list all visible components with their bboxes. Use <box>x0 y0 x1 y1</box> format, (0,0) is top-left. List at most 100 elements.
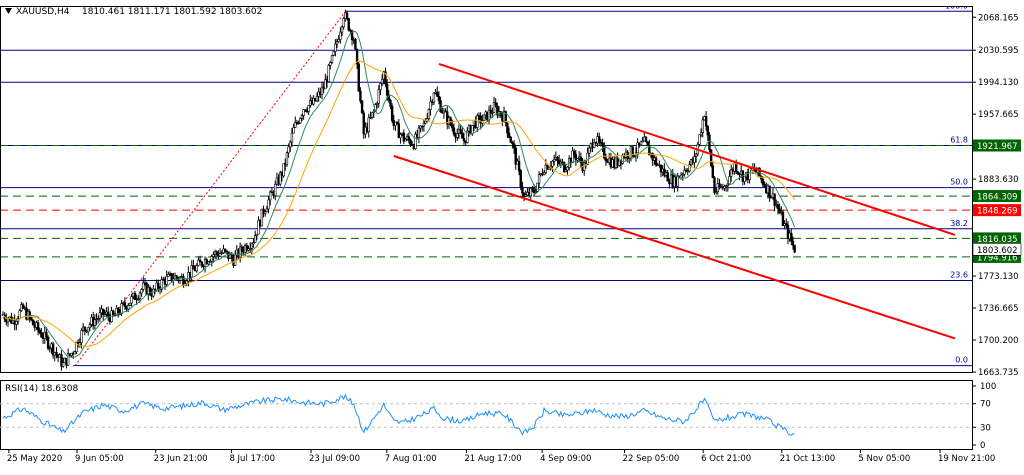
candle-body <box>684 169 688 172</box>
candle-body <box>471 125 474 135</box>
candle-body <box>571 150 574 164</box>
candle-body <box>633 155 636 158</box>
candle-body <box>340 26 344 33</box>
candle-body <box>536 182 539 192</box>
candle-body <box>355 48 359 65</box>
candle-body <box>48 347 51 350</box>
candle-body <box>439 100 442 113</box>
candle-body <box>429 101 432 110</box>
candle-body <box>699 132 703 136</box>
candle-body <box>504 111 507 124</box>
candle-body <box>694 153 698 157</box>
axes: 2068.165 2030.595 1994.130 1957.665 1921.967… <box>7 13 1022 464</box>
candle-body <box>603 145 606 159</box>
candle-body <box>427 109 431 119</box>
candle-body <box>380 78 384 84</box>
candle-body <box>436 91 439 97</box>
candle-body <box>102 308 105 315</box>
candle-body <box>93 319 97 326</box>
candle-body <box>389 99 392 107</box>
candle-body <box>198 259 202 263</box>
candle-body <box>790 232 793 242</box>
fib-level-label: 23.6 <box>950 271 968 280</box>
quote-values: 1810.461 1811.171 1801.592 1803.602 <box>82 7 262 17</box>
candle-body <box>264 211 267 215</box>
candle-body <box>576 158 579 161</box>
candle-body <box>562 161 566 173</box>
candle-body <box>170 273 173 282</box>
candle-body <box>324 79 327 90</box>
candle-body <box>107 311 110 317</box>
candle-body <box>437 96 441 101</box>
candle-body <box>240 246 244 252</box>
price-level-box[interactable] <box>973 204 1021 217</box>
price-tick-label: 1736.665 <box>978 304 1019 314</box>
candle-body <box>329 62 332 66</box>
candle-body <box>714 191 718 193</box>
channel-upper-line[interactable] <box>438 62 956 236</box>
candle-body <box>51 343 55 356</box>
candle-body <box>330 55 334 63</box>
candle-body <box>404 139 407 142</box>
rsi-panel <box>0 380 973 450</box>
candle-body <box>713 177 716 193</box>
candle-body <box>302 109 305 116</box>
candle-body <box>332 51 335 56</box>
candle-body <box>31 319 35 326</box>
candle-body <box>648 144 651 156</box>
candle-body <box>220 252 223 254</box>
channel-lower-line[interactable] <box>393 155 956 340</box>
candle-body <box>417 127 421 138</box>
price-level-box-label: 1921.967 <box>977 142 1018 152</box>
candle-body <box>786 225 790 239</box>
candle-body <box>287 146 290 154</box>
candle-body <box>698 134 701 145</box>
candle-body <box>704 116 708 127</box>
candle-body <box>208 261 212 263</box>
time-tick-label: 25 May 2020 <box>7 454 62 464</box>
price-tick-label: 1994.130 <box>978 78 1019 88</box>
price-level-box[interactable] <box>973 190 1021 203</box>
candle-body <box>683 169 686 175</box>
time-tick-label: 23 Jul 09:00 <box>309 454 360 464</box>
candle-body <box>78 342 82 346</box>
candle-body <box>631 146 634 157</box>
candle-body <box>377 89 380 104</box>
candle-body <box>192 265 195 270</box>
time-tick-label: 4 Sep 09:00 <box>540 454 591 464</box>
rsi-tick-label: 70 <box>980 400 991 410</box>
candle-body <box>370 112 374 118</box>
candle-body <box>369 116 372 119</box>
candle-body <box>402 132 406 142</box>
candle-body <box>337 39 340 43</box>
rsi-tick-label: 0 <box>980 441 985 451</box>
candle-body <box>736 171 740 174</box>
candle-body <box>534 191 537 194</box>
candle-body <box>257 220 260 235</box>
candle-body <box>743 176 746 182</box>
candle-body <box>360 100 364 114</box>
candle-body <box>73 351 77 355</box>
candle-body <box>676 175 679 187</box>
price-level-box[interactable] <box>973 139 1021 152</box>
candle-body <box>223 248 227 252</box>
candle-body <box>509 136 512 143</box>
candle-body <box>218 253 222 257</box>
candle-body <box>197 259 200 266</box>
candle-body <box>724 185 728 187</box>
candle-body <box>212 254 215 257</box>
price-level-box[interactable] <box>973 232 1021 245</box>
candle-body <box>758 167 761 177</box>
rsi-line <box>2 393 795 436</box>
collapse-arrow-icon[interactable] <box>5 8 12 14</box>
candle-body <box>711 165 715 178</box>
candle-body <box>734 163 738 173</box>
candle-body <box>529 188 532 197</box>
candle-body <box>120 303 123 314</box>
candle-body <box>172 278 175 282</box>
time-tick-label: 23 Jun 21:00 <box>154 454 208 464</box>
candle-body <box>307 105 310 112</box>
